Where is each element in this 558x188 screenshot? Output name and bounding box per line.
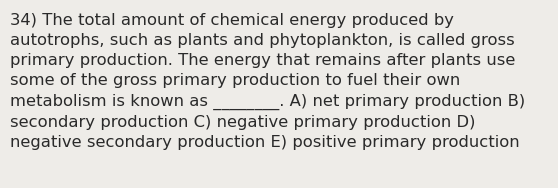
Text: 34) The total amount of chemical energy produced by
autotrophs, such as plants a: 34) The total amount of chemical energy … (10, 13, 525, 150)
